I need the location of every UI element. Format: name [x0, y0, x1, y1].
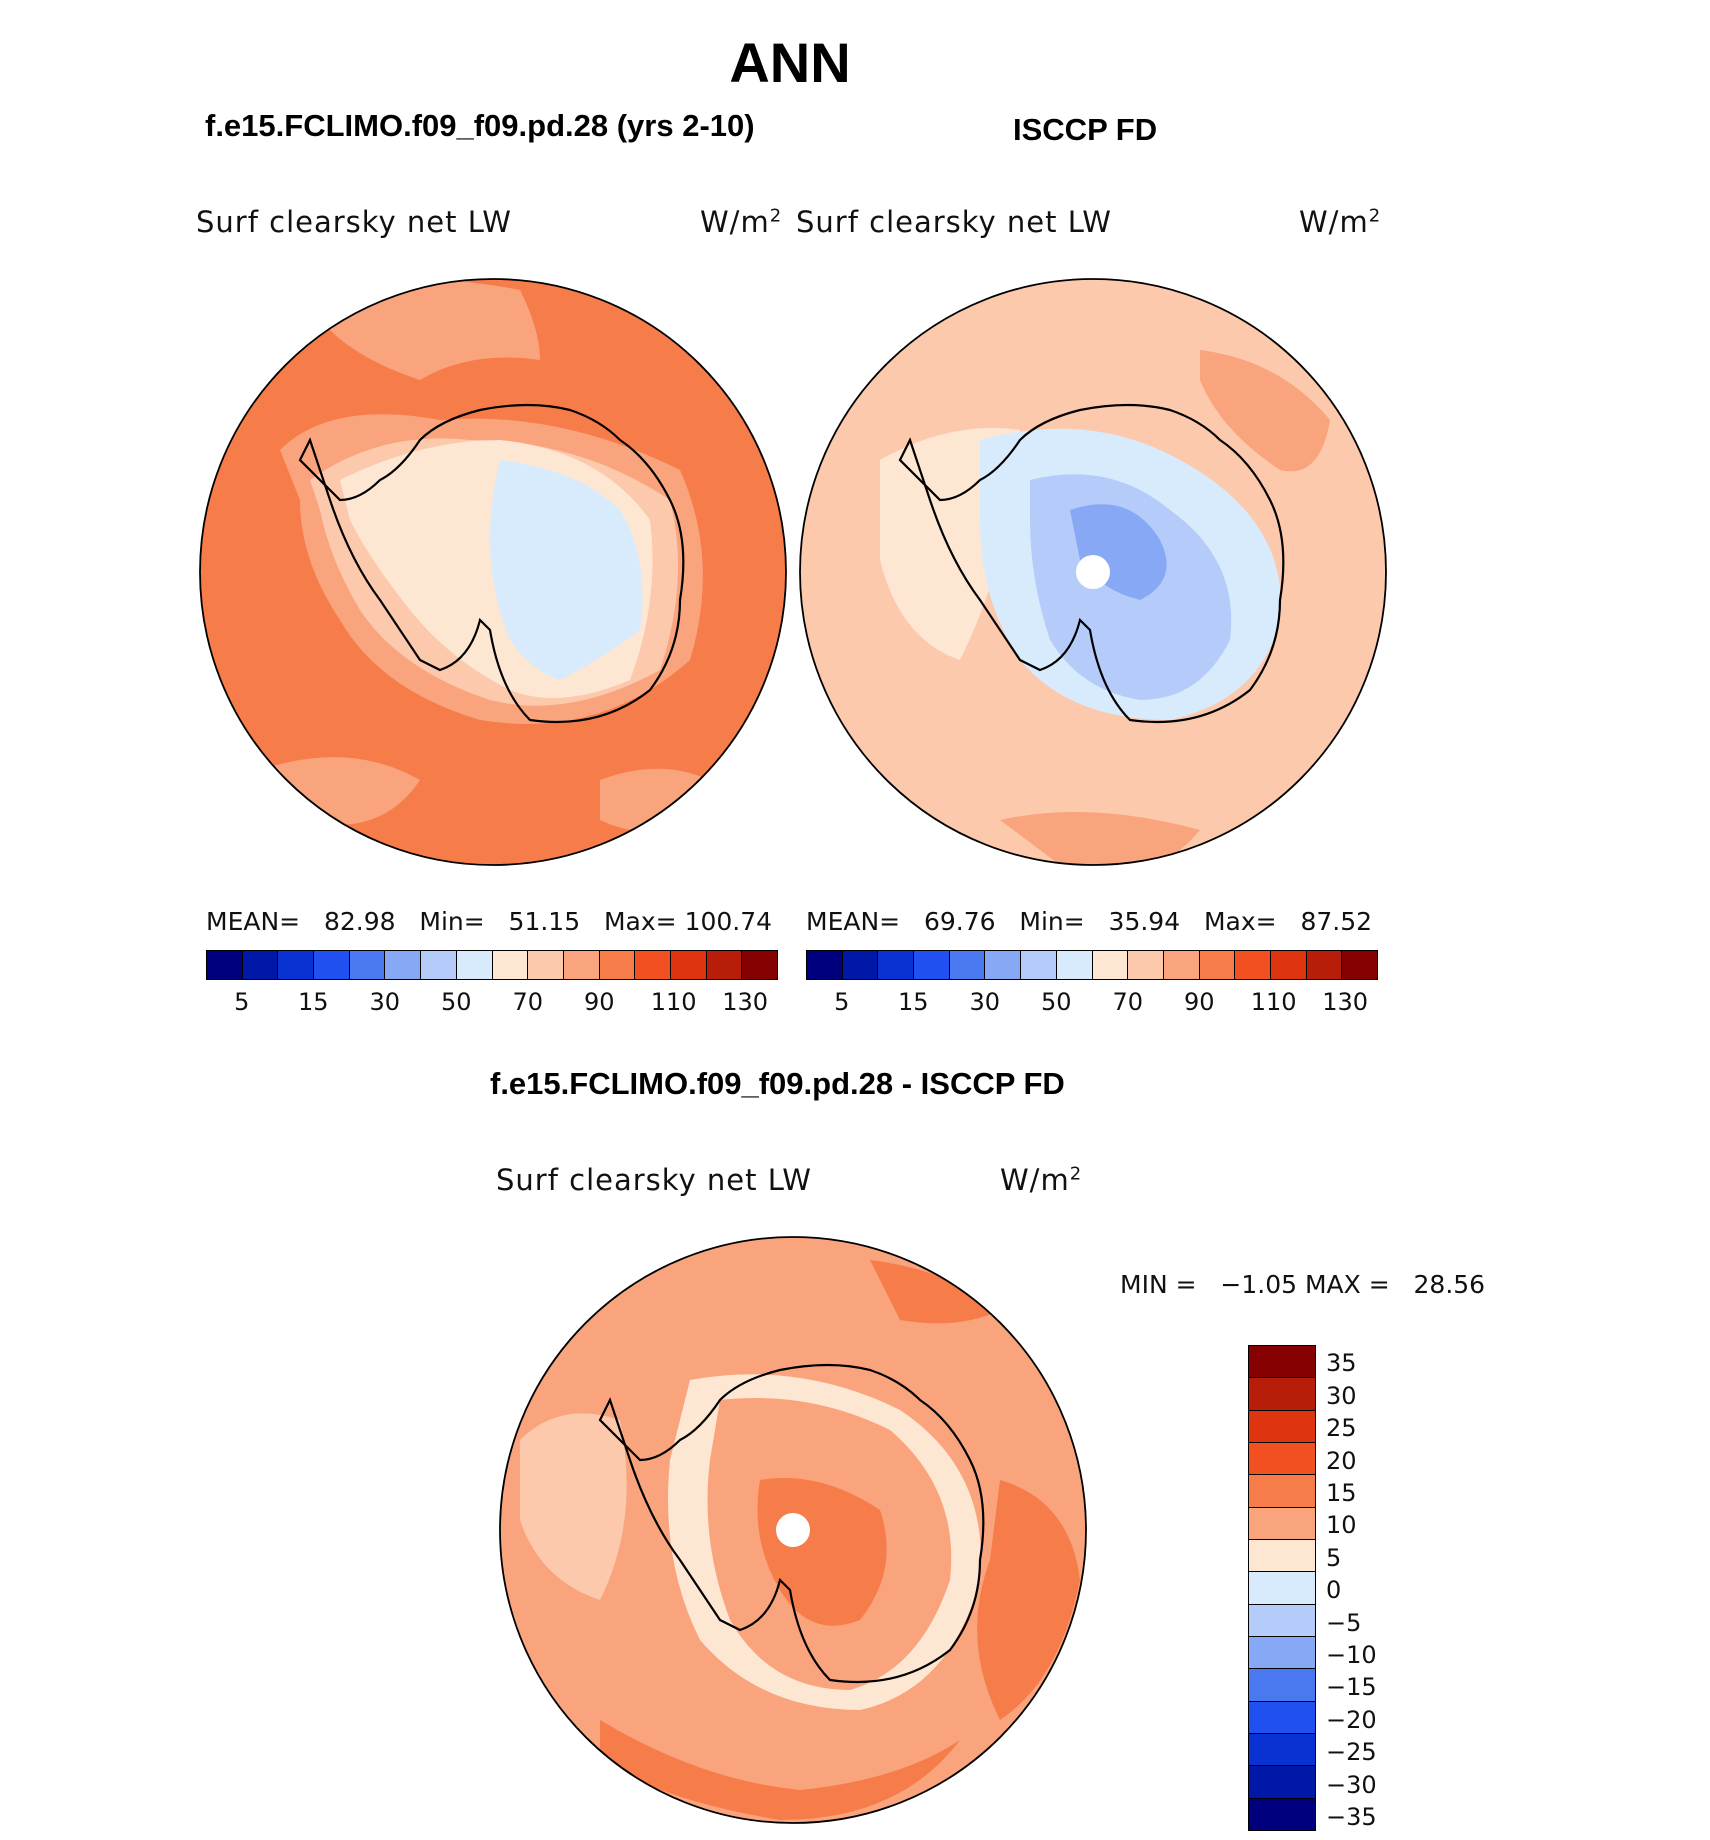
left-colorbar-tick-label: 130	[722, 988, 769, 1016]
right-colorbar-swatch	[1199, 951, 1236, 979]
diff-colorbar-swatch	[1249, 1442, 1315, 1476]
left-colorbar-swatch	[314, 951, 350, 979]
right-units-label: W/m2	[1299, 205, 1382, 239]
left-colorbar-swatch	[706, 951, 743, 979]
diff-colorbar-swatch	[1249, 1378, 1315, 1411]
diff-colorbar-tick-label: 15	[1326, 1479, 1357, 1507]
diff-colorbar-swatch	[1249, 1507, 1315, 1540]
diff-colorbar-swatch	[1249, 1766, 1315, 1799]
right-colorbar-swatch	[842, 951, 879, 979]
diff-colorbar-swatch	[1249, 1701, 1315, 1734]
left-colorbar-tick-label: 5	[234, 988, 250, 1016]
right-colorbar-swatch	[1270, 951, 1307, 979]
diff-colorbar-tick-label: −25	[1326, 1738, 1377, 1767]
diff-variable-label: Surf clearsky net LW	[496, 1163, 812, 1197]
diff-colorbar-tick-label: 20	[1326, 1446, 1357, 1475]
left-colorbar	[206, 950, 778, 980]
left-units-label: W/m2	[700, 205, 783, 239]
right-colorbar-swatch	[1163, 951, 1200, 979]
diff-colorbar-tick-label: 5	[1326, 1543, 1342, 1572]
diff-colorbar-tick-label: 25	[1326, 1414, 1357, 1443]
left-colorbar-tick-label: 15	[297, 988, 329, 1016]
left-colorbar-tick-label: 90	[583, 988, 615, 1016]
page-title: ANN	[729, 31, 851, 94]
right-colorbar-swatch	[878, 951, 915, 979]
left-colorbar-tick-label: 70	[512, 988, 544, 1016]
diff-colorbar-tick-label: −20	[1326, 1705, 1377, 1734]
diff-colorbar-swatch	[1249, 1410, 1315, 1443]
right-colorbar-swatch	[1092, 951, 1129, 979]
left-colorbar-swatch	[670, 951, 707, 979]
left-colorbar-tick-label: 110	[650, 988, 697, 1016]
diff-colorbar-tick-label: 0	[1326, 1576, 1342, 1605]
left-colorbar-tick-label: 30	[369, 988, 401, 1016]
right-colorbar-swatch	[1021, 951, 1057, 979]
left-colorbar-swatch	[599, 951, 636, 979]
right-colorbar-swatch	[985, 951, 1022, 979]
diff-colorbar-tick-label: −15	[1326, 1673, 1377, 1702]
right-colorbar-swatch	[949, 951, 986, 979]
right-case-title: ISCCP FD	[1013, 112, 1158, 147]
left-colorbar-swatch	[349, 951, 386, 979]
right-colorbar-tick-label: 70	[1112, 988, 1144, 1016]
right-variable-label: Surf clearsky net LW	[796, 205, 1112, 239]
diff-colorbar-swatch	[1249, 1733, 1315, 1767]
diff-colorbar-swatch	[1249, 1636, 1315, 1670]
left-colorbar-swatch	[385, 951, 422, 979]
right-colorbar-swatch	[807, 951, 843, 979]
diff-colorbar-tick-label: −5	[1326, 1608, 1362, 1637]
left-colorbar-swatch	[278, 951, 315, 979]
right-colorbar-swatch	[914, 951, 950, 979]
right-colorbar-tick-label: 5	[834, 988, 850, 1016]
left-colorbar-swatch	[242, 951, 279, 979]
diff-colorbar-swatch	[1249, 1475, 1315, 1508]
right-colorbar-swatch	[1128, 951, 1164, 979]
left-colorbar-swatch	[207, 951, 243, 979]
right-colorbar-tick-label: 15	[897, 988, 929, 1016]
diff-case-title: f.e15.FCLIMO.f09_f09.pd.28 - ISCCP FD	[490, 1066, 1065, 1101]
right-colorbar-tick-label: 90	[1183, 988, 1215, 1016]
right-colorbar-tick-label: 110	[1250, 988, 1297, 1016]
left-stats: MEAN= 82.98 Min= 51.15 Max= 100.74	[206, 907, 773, 936]
right-colorbar-tick-label: 30	[969, 988, 1001, 1016]
right-stats: MEAN= 69.76 Min= 35.94 Max= 87.52	[806, 907, 1373, 936]
diff-colorbar-tick-label: −10	[1326, 1641, 1377, 1669]
diff-colorbar-tick-label: −30	[1326, 1770, 1377, 1799]
right-colorbar-swatch	[1235, 951, 1271, 979]
diff-units-label: W/m2	[1000, 1163, 1083, 1197]
right-colorbar-swatch	[1056, 951, 1093, 979]
diff-colorbar-swatch	[1249, 1346, 1315, 1379]
right-colorbar-swatch	[1342, 951, 1377, 979]
diff-colorbar-swatch	[1249, 1798, 1315, 1830]
left-colorbar-swatch	[635, 951, 671, 979]
diff-colorbar-swatch	[1249, 1669, 1315, 1702]
left-colorbar-tick-label: 50	[440, 988, 472, 1016]
right-colorbar-tick-label: 130	[1322, 988, 1369, 1016]
diff-colorbar-tick-label: −35	[1326, 1803, 1377, 1831]
left-colorbar-swatch	[456, 951, 493, 979]
diff-colorbar-tick-label: 30	[1326, 1381, 1357, 1410]
diff-colorbar-swatch	[1249, 1572, 1315, 1605]
diff-colorbar-swatch	[1249, 1604, 1315, 1637]
left-colorbar-swatch	[421, 951, 457, 979]
diff-stats: MIN = −1.05 MAX = 28.56	[1120, 1270, 1486, 1299]
left-case-title: f.e15.FCLIMO.f09_f09.pd.28 (yrs 2-10)	[205, 108, 755, 143]
left-colorbar-swatch	[563, 951, 600, 979]
left-colorbar-swatch	[528, 951, 564, 979]
left-colorbar-swatch	[492, 951, 529, 979]
diff-colorbar-tick-label: 10	[1326, 1511, 1357, 1540]
diff-colorbar-swatch	[1249, 1539, 1315, 1573]
diff-colorbar	[1248, 1345, 1316, 1831]
right-colorbar-swatch	[1306, 951, 1343, 979]
left-colorbar-swatch	[742, 951, 777, 979]
left-variable-label: Surf clearsky net LW	[196, 205, 512, 239]
diff-colorbar-tick-label: 35	[1326, 1349, 1357, 1378]
right-colorbar	[806, 950, 1378, 980]
right-colorbar-tick-label: 50	[1040, 988, 1072, 1016]
